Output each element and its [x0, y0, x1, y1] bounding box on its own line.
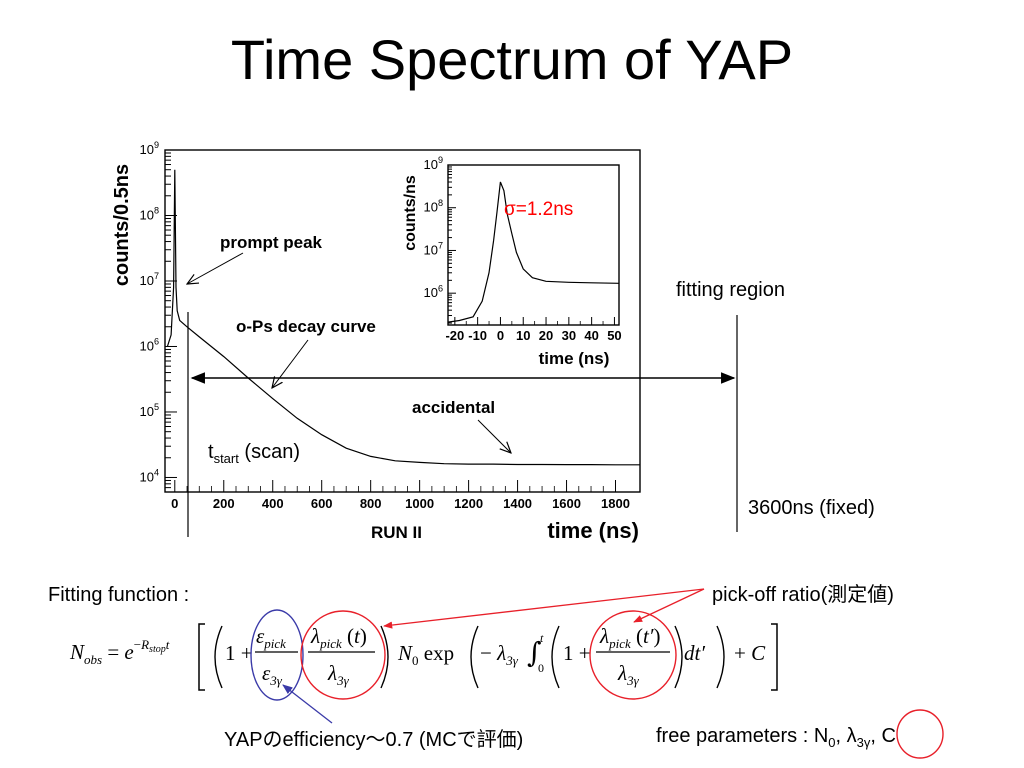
x-tick-label: 50: [607, 328, 621, 343]
y-tick-label: 108: [423, 198, 443, 215]
x-tick-label: 1600: [552, 496, 581, 511]
main-y-axis-label: counts/0.5ns: [111, 164, 133, 286]
y-tick-label: 107: [139, 271, 159, 288]
inset-x-axis-label: time (ns): [539, 349, 610, 368]
annotation-prompt-peak: prompt peak: [220, 233, 323, 252]
eq-right-paren-1: [380, 625, 389, 689]
x-tick-label: 1200: [454, 496, 483, 511]
eq-right-paren-2: [674, 625, 683, 689]
main-x-ticks: 0 200 400 600 800 1000 1200 1400 1600 1800: [171, 480, 630, 511]
y-tick-label: 106: [139, 337, 159, 354]
eq-one-plus: 1 +: [225, 641, 253, 665]
x-tick-label: 800: [360, 496, 382, 511]
x-tick-label: 0: [171, 496, 178, 511]
fixed-end-label: 3600ns (fixed): [748, 497, 875, 519]
x-tick-label: -20: [445, 328, 464, 343]
main-series-line: [166, 169, 640, 466]
y-tick-label: 107: [423, 241, 443, 258]
lambda-circle: [896, 709, 944, 759]
efficiency-arrow: [282, 684, 333, 724]
x-tick-label: 10: [516, 328, 530, 343]
fitting-region-label: fitting region: [676, 279, 785, 301]
eq-int-upper: t: [540, 631, 544, 645]
eq-left-paren-2: [551, 625, 560, 689]
eq-nobs: Nobs = e−Rstopt: [69, 637, 170, 667]
main-plot-frame: [164, 149, 641, 493]
eq-int-lower: 0: [538, 661, 544, 675]
x-tick-label: 600: [311, 496, 333, 511]
main-x-axis-label: time (ns): [547, 518, 639, 543]
inset-y-axis-label: counts/ns: [402, 175, 419, 251]
pickoff-circle-1: [300, 610, 386, 700]
x-tick-label: -10: [468, 328, 487, 343]
eq-right-bracket: [771, 623, 778, 691]
x-tick-label: 1400: [503, 496, 532, 511]
annotation-accidental: accidental: [412, 398, 495, 417]
inset-plot-frame: [447, 164, 620, 326]
x-tick-label: 1800: [601, 496, 630, 511]
eq-lambda-3g-1: λ3γ: [327, 661, 350, 688]
eq-left-paren: [214, 625, 223, 689]
eq-minus-lambda: − λ3γ: [480, 641, 519, 668]
eq-right-paren-exp: [716, 625, 725, 689]
slide-title: Time Spectrum of YAP: [230, 28, 794, 91]
inset-series-line: [447, 181, 620, 323]
annotation-sigma: σ=1.2ns: [504, 199, 573, 220]
pickoff-arrow-1: [383, 588, 705, 629]
eq-left-bracket: [198, 623, 205, 691]
y-tick-label: 108: [139, 206, 159, 223]
x-tick-label: 1000: [405, 496, 434, 511]
x-tick-label: 30: [562, 328, 576, 343]
efficiency-label: YAPのefficiency～0.7 (MCで評価): [224, 728, 523, 751]
inset-y-ticks: 106 107 108 109: [423, 155, 456, 324]
fitting-equation: Nobs = e−Rstopt 1 + εpick ε3γ λpick (t) …: [69, 623, 778, 691]
main-y-ticks: 104 105 106 107 108 109: [139, 140, 177, 493]
x-tick-label: 0: [497, 328, 504, 343]
eq-plus-c: + C: [734, 641, 766, 665]
eq-n0-exp: N0 exp: [397, 641, 454, 668]
eq-lambda-pick-t: λpick (t): [310, 624, 367, 651]
accidental-arrow: [477, 419, 511, 453]
fitting-function-label: Fitting function :: [48, 584, 189, 606]
y-tick-label: 109: [139, 140, 159, 157]
y-tick-label: 104: [139, 468, 159, 485]
free-parameters-label: free parameters : N0, λ3γ, C: [656, 725, 896, 750]
x-tick-label: 200: [213, 496, 235, 511]
y-tick-label: 106: [423, 283, 443, 300]
t-start-label: tstart (scan): [208, 441, 300, 466]
y-tick-label: 109: [423, 155, 443, 172]
pickoff-circle-2: [589, 610, 677, 700]
inset-chart: 106 107 108 109 -20 -10 0 10 20 30 40 50 counts/ns…: [402, 155, 622, 368]
inset-x-ticks: -20 -10 0 10 20 30 40 50: [445, 317, 622, 343]
annotation-ops-decay: o-Ps decay curve: [236, 317, 376, 336]
pickoff-arrow-2: [633, 588, 705, 623]
eq-dt: dt′: [684, 641, 705, 665]
x-tick-label: 40: [584, 328, 598, 343]
y-tick-label: 105: [139, 402, 159, 419]
prompt-peak-arrow: [187, 252, 244, 284]
eq-integral: ∫: [527, 636, 542, 669]
eq-left-paren-exp: [470, 625, 479, 689]
x-tick-label: 20: [539, 328, 553, 343]
x-tick-label: 400: [262, 496, 284, 511]
eq-lambda-pick-tp: λpick (t′): [599, 624, 660, 651]
ops-decay-arrow: [272, 339, 309, 388]
main-run-label: RUN II: [371, 523, 422, 542]
eq-eps-pick: εpick: [256, 624, 286, 651]
efficiency-circle: [250, 609, 304, 701]
eq-eps-3g: ε3γ: [262, 661, 283, 688]
pickoff-label: pick-off ratio(測定値): [712, 583, 894, 606]
eq-lambda-3g-2: λ3γ: [617, 661, 640, 688]
eq-one-plus-2: 1 +: [563, 641, 591, 665]
